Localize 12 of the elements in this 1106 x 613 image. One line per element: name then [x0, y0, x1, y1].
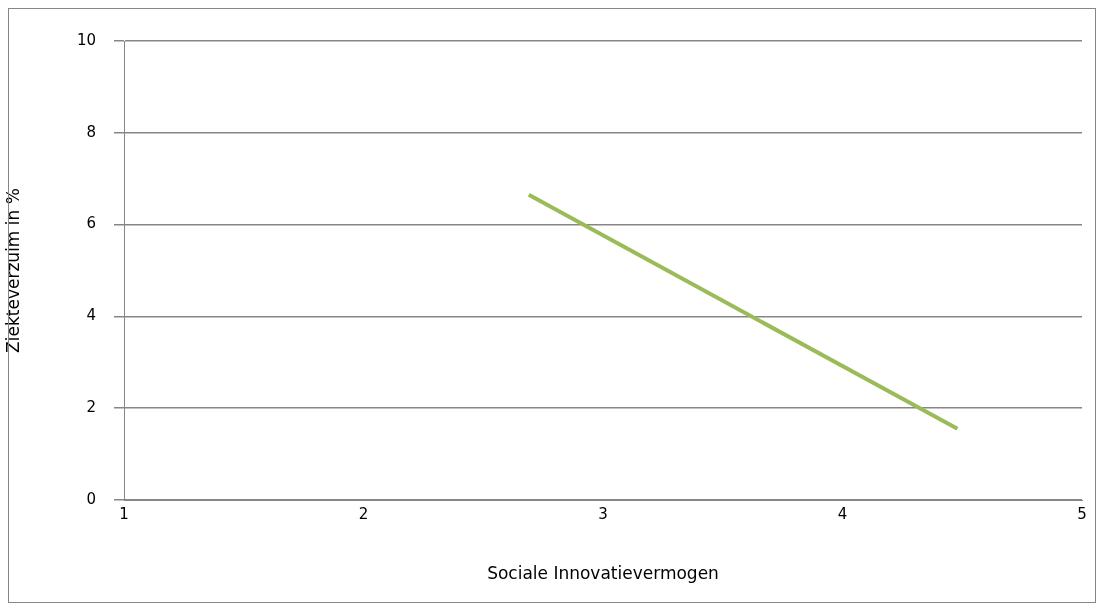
y-tick-label: 10 — [76, 30, 96, 49]
y-tick-label: 8 — [86, 122, 96, 141]
y-tick-label: 4 — [86, 306, 96, 325]
y-tick-label: 6 — [86, 214, 96, 233]
x-tick-label: 5 — [1077, 504, 1087, 523]
y-tick-label: 0 — [86, 489, 96, 508]
y-tick-label: 2 — [86, 398, 96, 417]
x-tick-label: 1 — [119, 504, 129, 523]
x-tick-label: 3 — [598, 504, 608, 523]
x-tick-label: 4 — [837, 504, 848, 523]
x-axis-title: Sociale Innovatievermogen — [487, 563, 719, 584]
x-tick-label: 2 — [358, 504, 369, 523]
